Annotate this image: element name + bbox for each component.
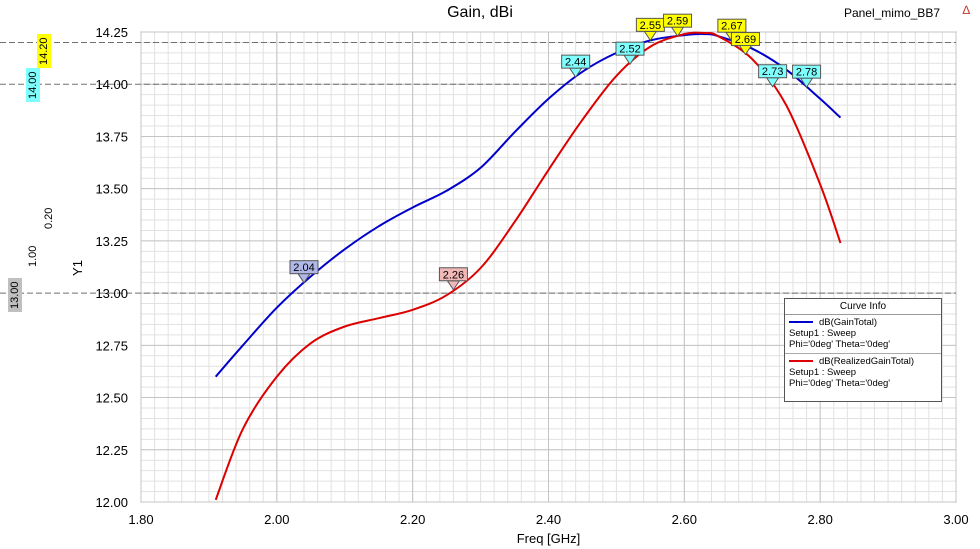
marker-label: 2.44 — [565, 57, 586, 69]
x-tick-label: 2.00 — [264, 512, 289, 527]
y-tick-label: 13.50 — [95, 182, 128, 197]
x-tick-label: 2.40 — [536, 512, 561, 527]
side-marker-14-00: 14.00 — [26, 68, 40, 102]
legend-entry-realized-gain-total[interactable]: dB(RealizedGainTotal) Setup1 : Sweep Phi… — [785, 354, 941, 392]
marker-label-box — [615, 41, 645, 56]
marker-label: 2.73 — [762, 66, 783, 78]
y-tick-label: 13.25 — [95, 234, 128, 249]
series-line-realized-gain-total — [214, 31, 842, 501]
marker-label: 2.26 — [443, 269, 464, 281]
marker-label: 2.69 — [735, 34, 756, 46]
marker-label-box — [730, 32, 760, 47]
marker-label: 2.55 — [640, 20, 661, 32]
legend-entry-gain-total[interactable]: dB(GainTotal) Setup1 : Sweep Phi='0deg' … — [785, 315, 941, 354]
marker-label-box — [438, 267, 468, 282]
legend-entry-angles: Phi='0deg' Theta='0deg' — [789, 378, 891, 389]
legend-swatch-blue — [789, 321, 813, 324]
marker-label: 2.59 — [667, 16, 688, 28]
project-name: Panel_mimo_BB7 — [843, 6, 940, 20]
x-tick-label: 1.80 — [128, 512, 153, 527]
marker-label: 2.78 — [796, 67, 817, 79]
legend-entry-title: dB(GainTotal) — [819, 317, 878, 328]
side-marker-1-00: 1.00 — [27, 245, 39, 267]
x-tick-label: 2.20 — [400, 512, 425, 527]
y-axis-label: Y1 — [70, 260, 85, 276]
legend-entry-angles: Phi='0deg' Theta='0deg' — [789, 339, 891, 350]
legend-entry-setup: Setup1 : Sweep — [789, 367, 857, 378]
marker-label-box — [792, 64, 822, 79]
y-tick-label: 12.00 — [95, 495, 128, 510]
marker-label-box — [663, 13, 693, 28]
x-tick-label: 3.00 — [943, 512, 968, 527]
marker-label-box — [289, 260, 319, 275]
y-tick-label: 12.50 — [95, 391, 128, 406]
legend-header: Curve Info — [785, 299, 941, 315]
marker-label: 2.04 — [293, 262, 314, 274]
y-tick-label: 12.25 — [95, 443, 128, 458]
side-marker-0-20: 0.20 — [43, 207, 55, 229]
y-tick-label: 14.25 — [95, 25, 128, 40]
y-tick-label: 14.00 — [95, 77, 128, 92]
curve-info-legend[interactable]: Curve Info dB(GainTotal) Setup1 : Sweep … — [784, 298, 942, 402]
y-tick-label: 13.75 — [95, 129, 128, 144]
marker-label: 2.67 — [721, 21, 742, 33]
x-tick-label: 2.80 — [808, 512, 833, 527]
marker-label: 2.52 — [619, 44, 640, 56]
legend-entry-title: dB(RealizedGainTotal) — [819, 356, 915, 367]
app-logo-icon: ∆ — [962, 3, 970, 17]
y-tick-label: 12.75 — [95, 338, 128, 353]
legend-entry-setup: Setup1 : Sweep — [789, 328, 857, 339]
side-marker-13-00: 13.00 — [8, 278, 22, 312]
legend-swatch-red — [789, 360, 813, 363]
x-axis-label: Freq [GHz] — [517, 531, 581, 546]
marker-label-box — [758, 64, 788, 79]
chart-title: Gain, dBi — [447, 4, 513, 21]
x-tick-label: 2.60 — [672, 512, 697, 527]
marker-label-box — [561, 54, 591, 69]
side-marker-14-20: 14.20 — [37, 34, 51, 68]
y-tick-label: 13.00 — [95, 286, 128, 301]
